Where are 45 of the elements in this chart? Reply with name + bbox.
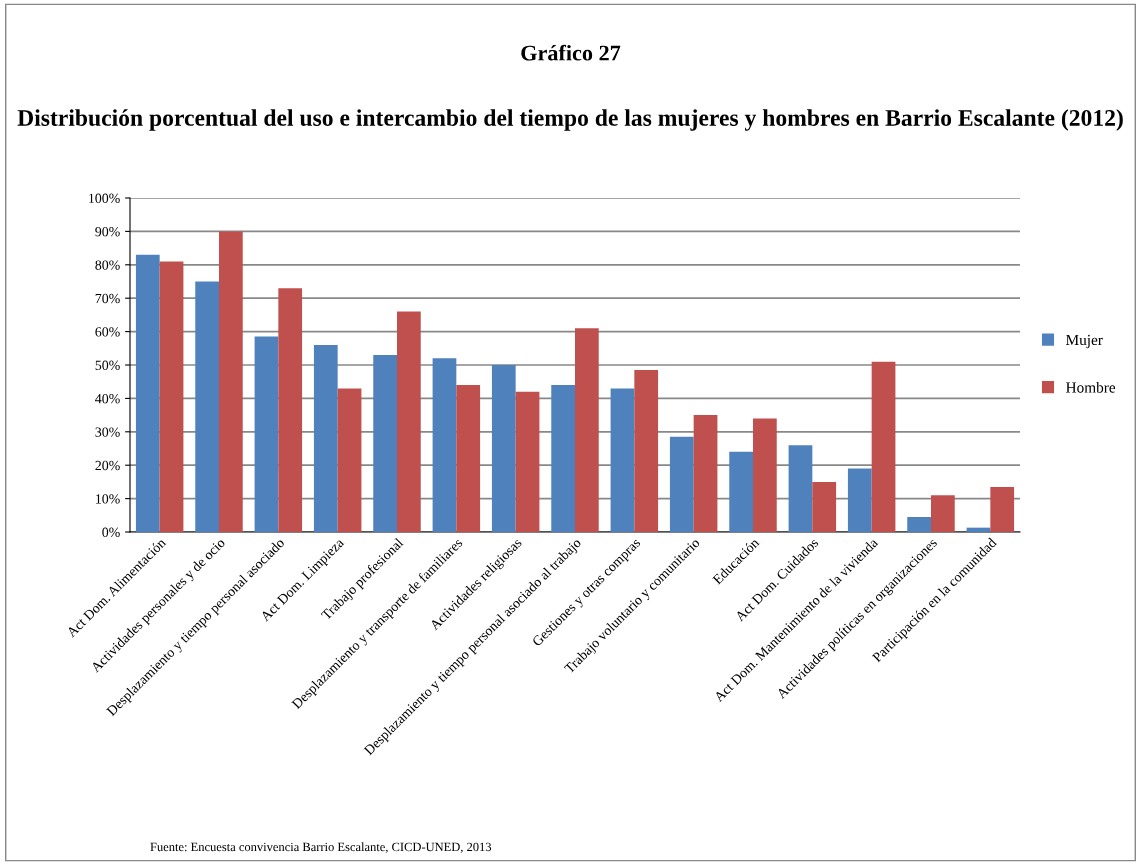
bar xyxy=(575,328,599,532)
y-tick-label: 20% xyxy=(95,460,120,471)
bar xyxy=(491,365,516,532)
bar xyxy=(753,418,777,532)
bar xyxy=(313,344,338,532)
bar xyxy=(788,445,813,532)
bar xyxy=(515,391,540,532)
bar xyxy=(871,361,896,532)
bar xyxy=(669,436,694,532)
bar xyxy=(812,481,837,532)
bar xyxy=(551,385,575,532)
chart-subtitle: Distribución porcentual del uso e intercambio del tiempo de las mujeres y hombres en Barrio Escalante (2012) xyxy=(17,109,1123,131)
bar xyxy=(847,468,872,532)
bar xyxy=(729,451,753,532)
bar xyxy=(135,254,160,532)
bar xyxy=(456,385,481,532)
y-tick-label: 30% xyxy=(95,427,120,437)
source-note: Fuente: Encuesta convivencia Barrio Escalante, CICD-UNED, 2013 xyxy=(150,842,492,853)
y-tick-label: 10% xyxy=(96,494,120,504)
bar xyxy=(907,516,931,532)
bar xyxy=(254,336,279,532)
y-tick-label: 90% xyxy=(95,226,120,237)
y-tick-label: 40% xyxy=(95,393,120,404)
bar xyxy=(634,370,659,532)
bar xyxy=(337,388,362,532)
chart-title: Gráfico 27 xyxy=(521,44,621,61)
legend-label: Mujer xyxy=(1066,334,1103,349)
bar xyxy=(693,415,718,532)
bar xyxy=(159,261,184,532)
bar xyxy=(195,281,219,532)
bar xyxy=(397,311,421,532)
bar xyxy=(432,358,457,532)
bar xyxy=(278,288,303,532)
y-tick-label: 60% xyxy=(95,327,120,337)
y-tick-label: 70% xyxy=(95,293,120,304)
y-tick-label: 100% xyxy=(89,193,120,203)
y-tick-label: 0% xyxy=(102,527,120,537)
bar xyxy=(610,388,635,532)
legend-label: Hombre xyxy=(1066,381,1116,393)
bar xyxy=(373,354,397,532)
y-tick-label: 50% xyxy=(95,360,120,370)
y-tick-label: 80% xyxy=(95,260,120,270)
bar xyxy=(931,495,955,532)
bar xyxy=(990,486,1015,532)
bar xyxy=(219,231,243,532)
